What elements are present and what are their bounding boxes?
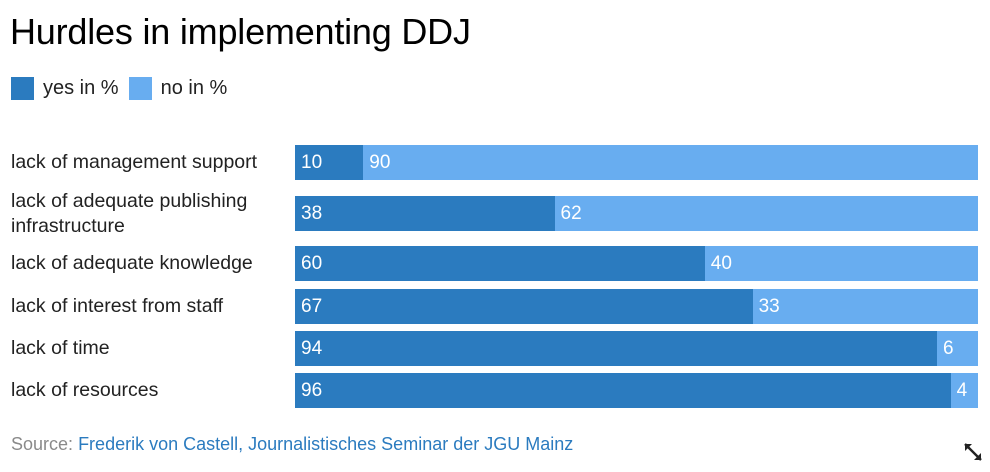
legend-item-no: no in % [128, 76, 228, 100]
bar-yes[interactable] [295, 196, 555, 231]
bar-yes[interactable] [295, 331, 938, 366]
category-label: lack of resources [11, 379, 159, 401]
value-label-no: 33 [758, 296, 780, 317]
value-label-yes: 94 [301, 338, 323, 359]
value-label-yes: 60 [301, 253, 323, 274]
legend: yes in % no in % [11, 76, 237, 100]
value-label-yes: 38 [301, 203, 323, 224]
value-label-no: 6 [943, 338, 954, 359]
value-label-no: 4 [956, 380, 968, 401]
bar-no[interactable] [752, 289, 978, 324]
category-label: lack of interest from staff [11, 295, 224, 317]
chart-title: Hurdles in implementing DDJ [10, 11, 471, 52]
legend-label-yes: yes in % [43, 76, 119, 99]
bar-no[interactable] [950, 373, 978, 408]
bar-yes[interactable] [295, 289, 753, 324]
bar-no[interactable] [363, 145, 978, 180]
category-label: lack of adequate publishing infrastructu… [11, 189, 248, 237]
bar-no[interactable] [937, 331, 978, 366]
bar-no[interactable] [704, 246, 978, 281]
category-label: lack of adequate knowledge [11, 252, 253, 274]
bar-no[interactable] [554, 196, 978, 231]
value-label-no: 90 [369, 152, 391, 173]
category-label: lack of time [11, 337, 110, 359]
value-label-yes: 96 [301, 380, 323, 401]
value-label-no: 40 [710, 253, 732, 274]
bar-yes[interactable] [295, 373, 951, 408]
legend-label-no: no in % [160, 76, 228, 99]
value-label-no: 62 [560, 203, 582, 224]
value-label-yes: 67 [301, 296, 323, 317]
source-prefix: Source: [11, 434, 74, 454]
source-link[interactable]: Frederik von Castell, Journalistisches S… [78, 434, 574, 454]
bar-yes[interactable] [295, 145, 364, 180]
source-line: Source: Frederik von Castell, Journalist… [11, 434, 573, 455]
value-label-yes: 10 [301, 152, 323, 173]
expand-arrows-icon[interactable] [962, 441, 984, 463]
legend-item-yes: yes in % [11, 76, 119, 100]
legend-swatch-no [128, 76, 152, 100]
category-label: lack of management support [11, 151, 258, 173]
legend-swatch-yes [11, 76, 34, 100]
bar-yes[interactable] [295, 246, 705, 281]
